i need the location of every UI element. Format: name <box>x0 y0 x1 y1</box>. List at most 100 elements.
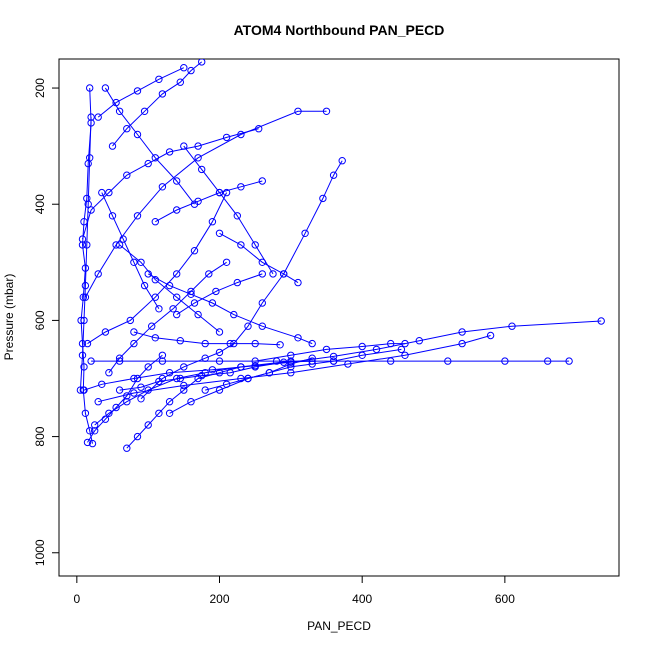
data-point <box>458 339 466 348</box>
series-line <box>101 192 160 310</box>
series-line <box>97 67 185 118</box>
data-point <box>458 328 466 336</box>
data-point <box>201 386 209 394</box>
series-24 <box>94 64 188 121</box>
series-line <box>82 128 259 240</box>
data-point <box>105 188 113 197</box>
data-point <box>401 339 409 348</box>
data-point <box>258 322 266 330</box>
data-point <box>144 421 152 429</box>
y-tick-label: 200 <box>33 78 47 98</box>
data-point <box>140 281 149 290</box>
x-tick-label: 600 <box>495 592 515 606</box>
data-point <box>84 200 92 208</box>
series-line <box>79 117 92 391</box>
data-point <box>155 305 163 313</box>
series-line <box>255 343 405 362</box>
data-point <box>226 339 234 348</box>
series-line <box>133 331 281 346</box>
data-point <box>79 293 88 301</box>
data-point <box>338 157 346 165</box>
data-point <box>294 107 302 116</box>
data-point <box>258 299 266 307</box>
data-point <box>322 345 331 354</box>
data-point <box>215 386 224 394</box>
data-point <box>251 363 259 371</box>
series-27 <box>98 188 163 313</box>
data-point <box>83 339 92 348</box>
data-point <box>94 270 102 278</box>
y-axis-label: Pressure (mbar) <box>2 274 16 361</box>
data-point <box>165 409 174 417</box>
data-point <box>198 371 206 380</box>
series-13 <box>83 351 167 447</box>
data-point <box>265 369 274 377</box>
data-point <box>80 316 88 325</box>
data-point <box>108 142 117 150</box>
data-point <box>101 415 110 423</box>
series-line <box>84 110 327 298</box>
data-point <box>208 366 217 374</box>
data-point <box>137 258 145 266</box>
series-26 <box>115 357 316 394</box>
data-point <box>78 235 87 243</box>
data-point <box>86 154 94 162</box>
data-point <box>358 351 366 359</box>
series-12 <box>144 270 316 348</box>
data-point <box>308 339 316 348</box>
series-23 <box>151 177 266 226</box>
series-9 <box>91 357 295 429</box>
data-point <box>83 241 91 249</box>
data-point <box>115 107 124 116</box>
data-point <box>144 363 152 371</box>
data-point <box>237 241 245 249</box>
data-point <box>81 409 90 417</box>
data-point <box>151 218 160 226</box>
x-tick-label: 200 <box>209 592 229 606</box>
data-point <box>215 328 224 336</box>
data-point <box>112 403 120 412</box>
data-point <box>205 270 213 278</box>
data-point <box>215 357 224 365</box>
data-point <box>198 165 206 174</box>
x-tick-label: 0 <box>73 592 80 606</box>
data-point <box>173 177 181 185</box>
data-point <box>144 159 152 168</box>
data-point <box>94 398 102 406</box>
data-point <box>565 357 573 365</box>
data-point <box>144 270 152 278</box>
series-7 <box>81 107 331 301</box>
y-tick-label: 1000 <box>33 539 47 566</box>
data-point <box>222 188 231 197</box>
data-point <box>244 374 252 383</box>
series-line <box>87 354 163 443</box>
data-point <box>180 142 188 150</box>
data-point <box>176 78 185 86</box>
data-point <box>230 310 238 319</box>
data-point <box>169 305 177 313</box>
series-17 <box>215 229 302 287</box>
data-point <box>215 188 224 197</box>
data-point <box>144 386 152 394</box>
data-point <box>319 194 327 203</box>
data-point <box>94 113 102 121</box>
data-point <box>133 374 142 383</box>
data-point <box>194 310 202 319</box>
data-point <box>173 293 181 301</box>
data-point <box>287 369 295 377</box>
data-point <box>123 444 131 452</box>
series-25 <box>201 345 406 394</box>
data-point <box>190 299 199 307</box>
data-point <box>165 369 174 377</box>
data-point <box>212 287 220 296</box>
data-point <box>415 337 423 345</box>
data-point <box>165 281 174 290</box>
data-point <box>176 374 185 383</box>
data-point <box>251 357 259 365</box>
data-point <box>101 84 110 92</box>
data-point <box>508 322 516 330</box>
data-point <box>287 363 295 371</box>
data-point <box>226 369 234 377</box>
series-20 <box>130 328 284 349</box>
data-point <box>108 212 117 220</box>
